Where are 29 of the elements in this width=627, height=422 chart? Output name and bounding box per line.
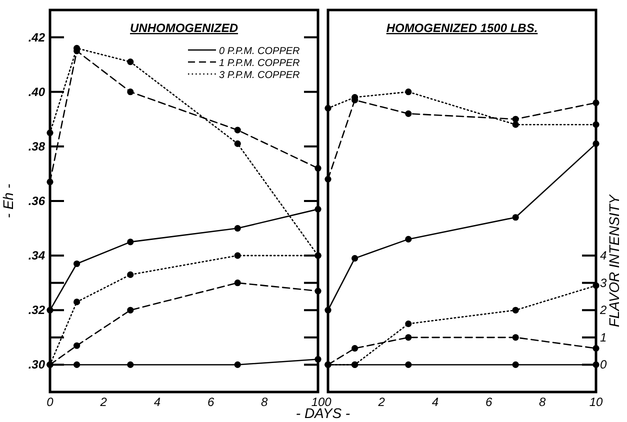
x-tick-label: 6 [207, 395, 214, 409]
y-tick-label: .32 [28, 303, 46, 318]
y-tick-label: .40 [28, 84, 46, 99]
legend-label: 1 P.P.M. COPPER [219, 58, 300, 69]
x-tick-label: 2 [99, 395, 108, 409]
legend-label: 0 P.P.M. COPPER [219, 46, 300, 57]
y2-tick-label: 2 [599, 303, 607, 318]
y2-tick-label: 1 [600, 330, 607, 344]
x-tick-label: 10 [589, 395, 603, 409]
x-tick-label: 4 [432, 395, 439, 409]
y-tick-label: .42 [28, 30, 46, 44]
x-tick-label: 8 [539, 395, 546, 409]
y2-axis-title: FLAVOR INTENSITY [606, 193, 622, 328]
y-axis-title: - Eh - [0, 184, 16, 218]
text: UNHOMOGENIZED [130, 21, 238, 35]
y-tick-label: .38 [28, 139, 46, 154]
y2-tick-label: 4 [600, 248, 607, 263]
x-tick-label: 2 [377, 395, 386, 409]
x-tick-label: 8 [261, 395, 268, 409]
y-tick-label: .30 [28, 358, 46, 372]
text: HOMOGENIZED 1500 LBS. [386, 21, 538, 35]
x-tick-label: 0 [46, 395, 54, 409]
x-tick-label: 6 [485, 395, 492, 409]
y2-tick-label: 0 [600, 358, 607, 372]
y-tick-label: .36 [28, 194, 46, 208]
legend-label: 3 P.P.M. COPPER [219, 70, 300, 81]
y2-tick-label: 3 [600, 276, 607, 290]
x-tick-label: 4 [154, 395, 161, 409]
y-tick-label: .34 [28, 248, 46, 263]
